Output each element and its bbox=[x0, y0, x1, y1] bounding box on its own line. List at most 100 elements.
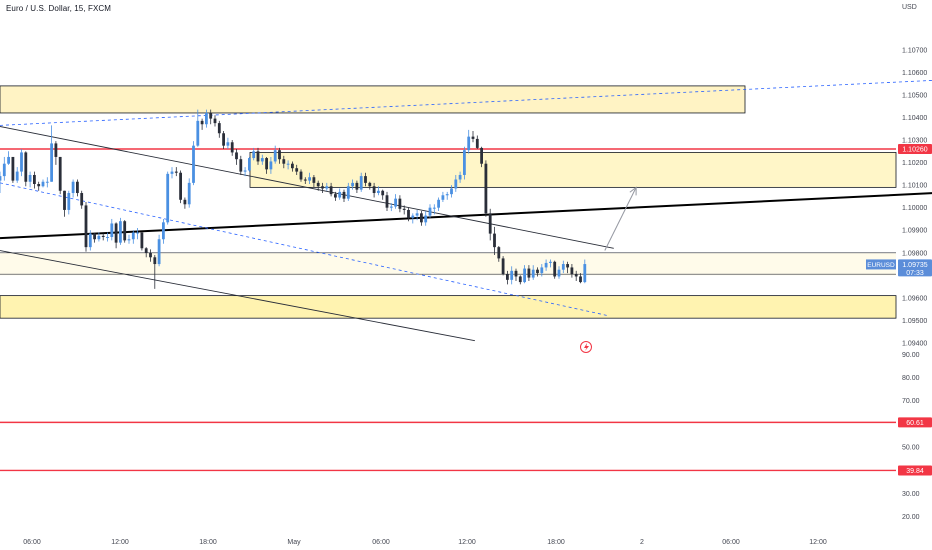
candle[interactable] bbox=[308, 172, 311, 184]
candle[interactable] bbox=[415, 209, 419, 221]
candle[interactable] bbox=[557, 266, 561, 279]
candle[interactable] bbox=[424, 211, 428, 226]
candle[interactable] bbox=[540, 264, 544, 277]
candle[interactable] bbox=[11, 156, 15, 183]
candle[interactable] bbox=[140, 232, 144, 251]
candle[interactable] bbox=[110, 218, 114, 241]
candle[interactable] bbox=[359, 172, 363, 192]
candle[interactable] bbox=[488, 208, 492, 241]
candle[interactable] bbox=[269, 156, 273, 174]
candle[interactable] bbox=[101, 233, 105, 241]
candle[interactable] bbox=[579, 273, 582, 284]
candle[interactable] bbox=[252, 147, 256, 161]
candle[interactable] bbox=[312, 174, 316, 188]
candle[interactable] bbox=[2, 156, 6, 181]
candle[interactable] bbox=[248, 156, 251, 172]
candle[interactable] bbox=[33, 171, 36, 189]
candle[interactable] bbox=[437, 197, 440, 212]
candle[interactable] bbox=[243, 167, 247, 177]
candle[interactable] bbox=[303, 177, 307, 184]
candle[interactable] bbox=[209, 109, 213, 125]
candle[interactable] bbox=[325, 182, 329, 191]
candle[interactable] bbox=[372, 182, 376, 198]
candle[interactable] bbox=[123, 220, 127, 243]
candle[interactable] bbox=[445, 191, 449, 200]
candle[interactable] bbox=[127, 234, 131, 244]
candle[interactable] bbox=[50, 125, 53, 182]
candle[interactable] bbox=[15, 167, 19, 183]
candle[interactable] bbox=[398, 195, 402, 213]
candle[interactable] bbox=[450, 185, 453, 198]
candle[interactable] bbox=[45, 177, 49, 188]
candle[interactable] bbox=[480, 146, 483, 168]
candle[interactable] bbox=[114, 222, 118, 249]
candle[interactable] bbox=[566, 261, 569, 274]
candle[interactable] bbox=[570, 264, 574, 278]
candle[interactable] bbox=[200, 118, 204, 130]
candle[interactable] bbox=[368, 181, 372, 190]
candle[interactable] bbox=[286, 160, 290, 170]
candle[interactable] bbox=[441, 191, 445, 203]
candle[interactable] bbox=[88, 230, 92, 251]
candle[interactable] bbox=[389, 203, 393, 212]
candle[interactable] bbox=[544, 259, 548, 271]
candle[interactable] bbox=[93, 232, 96, 243]
candle[interactable] bbox=[471, 131, 475, 143]
candle[interactable] bbox=[411, 213, 415, 224]
candle[interactable] bbox=[338, 188, 342, 200]
candle[interactable] bbox=[278, 147, 281, 164]
candle[interactable] bbox=[174, 167, 178, 177]
candle[interactable] bbox=[420, 211, 423, 226]
candle[interactable] bbox=[291, 161, 294, 172]
candle[interactable] bbox=[342, 189, 346, 203]
candle[interactable] bbox=[329, 182, 333, 197]
candle[interactable] bbox=[260, 154, 264, 165]
candle[interactable] bbox=[583, 259, 587, 284]
candle[interactable] bbox=[144, 247, 148, 258]
flash-icon[interactable] bbox=[580, 341, 592, 353]
candle[interactable] bbox=[299, 169, 303, 182]
candle[interactable] bbox=[385, 191, 389, 212]
candle[interactable] bbox=[63, 190, 66, 217]
candle[interactable] bbox=[428, 204, 432, 218]
candle[interactable] bbox=[364, 172, 367, 187]
candle[interactable] bbox=[28, 171, 32, 188]
candle[interactable] bbox=[316, 180, 320, 191]
candle[interactable] bbox=[531, 265, 535, 280]
candle[interactable] bbox=[239, 155, 243, 175]
candle[interactable] bbox=[458, 171, 462, 183]
candle[interactable] bbox=[514, 268, 518, 281]
candle[interactable] bbox=[463, 146, 466, 180]
candle[interactable] bbox=[574, 270, 578, 281]
candle[interactable] bbox=[355, 180, 359, 194]
candle[interactable] bbox=[183, 197, 187, 209]
candle[interactable] bbox=[136, 227, 139, 240]
candle[interactable] bbox=[76, 179, 79, 197]
candle[interactable] bbox=[54, 141, 58, 165]
candle[interactable] bbox=[217, 120, 221, 138]
candle[interactable] bbox=[256, 147, 260, 165]
candle[interactable] bbox=[523, 265, 526, 284]
candle[interactable] bbox=[205, 109, 208, 128]
candle[interactable] bbox=[394, 194, 397, 209]
candle[interactable] bbox=[67, 190, 71, 215]
candle[interactable] bbox=[377, 186, 380, 196]
candle[interactable] bbox=[0, 171, 2, 194]
candle[interactable] bbox=[527, 265, 531, 281]
candle[interactable] bbox=[166, 171, 170, 225]
candle[interactable] bbox=[196, 109, 200, 147]
candle[interactable] bbox=[97, 232, 101, 242]
candle[interactable] bbox=[187, 178, 191, 208]
candle[interactable] bbox=[402, 205, 406, 215]
candle[interactable] bbox=[506, 270, 509, 285]
candle[interactable] bbox=[153, 255, 157, 289]
candle[interactable] bbox=[273, 145, 277, 164]
candle[interactable] bbox=[454, 174, 458, 192]
candle[interactable] bbox=[226, 137, 230, 150]
candle[interactable] bbox=[321, 182, 324, 194]
candle[interactable] bbox=[295, 164, 299, 175]
candle[interactable] bbox=[37, 181, 41, 191]
candle[interactable] bbox=[71, 179, 75, 198]
candle[interactable] bbox=[561, 260, 565, 274]
